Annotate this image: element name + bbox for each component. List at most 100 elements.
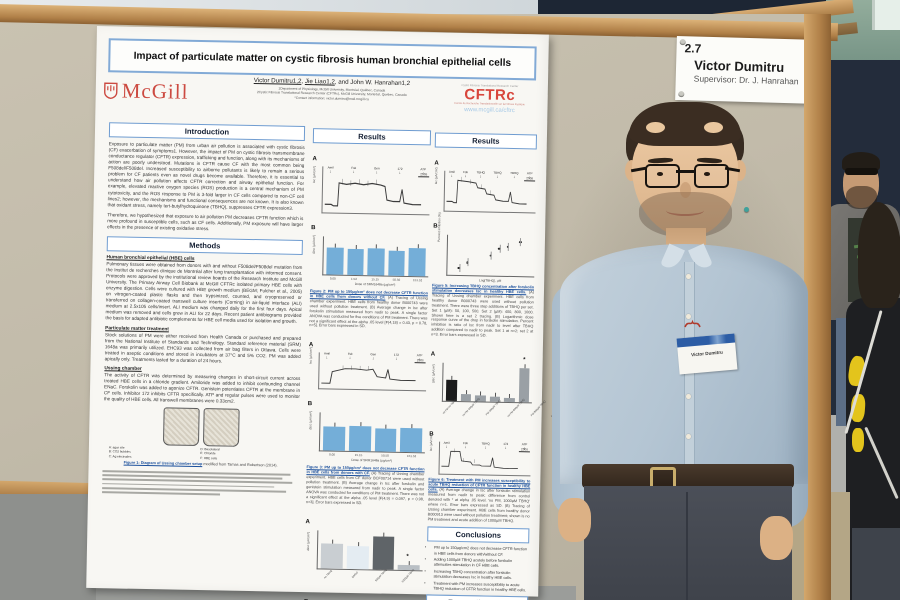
- shirt-button: [686, 314, 691, 319]
- x-axis-ticks: no PM no TBHQ no PM 400µM TBHQ PM 400µM TB…: [442, 398, 568, 421]
- author-3: , and John W. Hanrahan1,2: [334, 78, 411, 88]
- presenter-left-hand: [558, 498, 591, 542]
- figure1-caption-title: Figure 1: Diagram of Ussing chamber setu…: [123, 460, 203, 467]
- section-header-results-mid: Results: [312, 128, 432, 146]
- bar: [348, 425, 371, 452]
- wall-bottom-left: [0, 494, 100, 600]
- y-axis-label: Isc (µA/cm²): [312, 166, 317, 183]
- figure5a-tracing: Isc (µA/cm²) Amil ↓ Fsk ↓ TBHQ ↓ TBHQ ↓ TBHQ ↓ ATP…: [434, 167, 537, 214]
- list-item: 15.15: [354, 453, 363, 458]
- jeans-seam: [686, 492, 688, 600]
- panel-label-b: B: [307, 401, 313, 408]
- presenter-nose: [680, 182, 691, 198]
- presenter-eye-right: [704, 172, 710, 176]
- author-2: Jie Liao1,2: [304, 78, 335, 86]
- bar: [400, 427, 423, 453]
- figure5b-dose-response: Percent inhibition (%): [437, 212, 536, 278]
- list-item: 15.15: [371, 277, 379, 282]
- reference-line: [102, 491, 220, 496]
- y-axis-label: ΔIsc (µA/cm²): [431, 364, 436, 384]
- list-item: no PM no TBHQ: [442, 399, 458, 415]
- shirt-bird-logo-icon: [684, 319, 701, 328]
- shirt-button: [686, 434, 691, 439]
- tracing-plot: [321, 365, 416, 385]
- poster-title: Impact of particulate matter on cystic f…: [108, 38, 537, 81]
- supervisor-name: Supervisor: Dr. J. Hanrahan: [693, 73, 799, 87]
- presenter-belt: [582, 464, 794, 488]
- affiliations: 1Department of Physiology, McGill Univer…: [228, 86, 436, 103]
- poster-column-right: Results A Isc (µA/cm²) Amil ↓ Fsk ↓ TBHQ ↓ TBH…: [424, 132, 568, 600]
- y-axis-label: Isc (µA/cm²): [434, 167, 439, 185]
- bar: [460, 393, 472, 402]
- author-1: Victor Dumitru1,2: [253, 77, 302, 85]
- bar: [367, 247, 385, 276]
- scientific-poster: Impact of particulate matter on cystic f…: [86, 26, 568, 600]
- glasses-left-lens: [645, 164, 680, 188]
- figure6a-bar-chart: ΔIsc (µA/cm²) * no PM no TBHQ no PM 400µM…: [431, 357, 568, 421]
- x-axis-label: Dose of SRM1648a (µg/cm²): [351, 458, 393, 464]
- bar-series: [318, 412, 426, 454]
- figure2-caption-body: (A) Tracing of Ussing chamber experiment…: [309, 295, 428, 329]
- figure5-caption: Figure 5: Increasing TBHQ concentration …: [431, 283, 534, 339]
- foreground-right-person-hair: [858, 202, 900, 308]
- section-header-methods: Methods: [106, 236, 303, 255]
- board-frame-right: [804, 14, 831, 600]
- bar-series: [322, 236, 429, 278]
- presenter-hairline: [629, 102, 741, 146]
- bright-window-pane: [872, 0, 900, 30]
- list-item: 0.00: [329, 452, 336, 458]
- x-axis-label: Log[TBHQ], µM: [479, 278, 502, 283]
- x-axis-label: Dose of SRM1648a (µg/cm²): [354, 281, 396, 287]
- list-item: PM up to 150µg/cm2 does not decrease CFT…: [434, 546, 529, 558]
- bar: *: [518, 357, 530, 403]
- y-axis-label: ΔIsc (µA/cm²): [308, 410, 313, 430]
- figure5-caption-body: (A) Tracing of Ussing chamber experiment…: [431, 290, 535, 338]
- poster-number: 2.7: [684, 41, 702, 56]
- bar: [445, 379, 457, 402]
- section-header-introduction: Introduction: [108, 122, 306, 142]
- receding-hairline-notch: [704, 122, 723, 133]
- time-scalebar: 250s: [414, 358, 426, 364]
- introduction-paragraph: Exposure to particulate matter (PM) from…: [107, 141, 305, 211]
- bar-series: *: [441, 357, 533, 404]
- bar: [322, 426, 346, 452]
- bar: [346, 249, 364, 276]
- figure3b-bar-chart: ΔIsc (µA/cm²) 0.00 15.15 50.50 151.52 Dose …: [308, 411, 426, 464]
- references-text-lines: [102, 470, 298, 496]
- data-point: [457, 266, 461, 270]
- time-scalebar: 250s: [418, 172, 430, 178]
- figure2-caption: Figure 2: PM up to 150µg/cm² does not de…: [309, 289, 428, 331]
- badge-name-text: Victor Dumitru: [690, 349, 724, 358]
- section-header-future-direction: Future direction: [425, 594, 529, 600]
- y-axis-label: Isc (µA/cm²): [308, 347, 313, 365]
- bar: [388, 250, 406, 276]
- data-point: [506, 245, 510, 248]
- authors-block: Victor Dumitru1,2, Jie Liao1,2, and John…: [228, 77, 436, 103]
- session-name-card: 2.7 Victor Dumitru Supervisor: Dr. J. Ha…: [675, 36, 821, 104]
- pushpin-teal: [744, 207, 749, 212]
- panel-label-a: A: [312, 156, 317, 163]
- figure4a-bar-chart: ΔIsc (µA/cm²) * no TBHQ DMSO 500µM TBHQ 100…: [306, 530, 424, 588]
- panel-label-a: A: [434, 160, 439, 167]
- y-axis-label: Percent inhibition (%): [436, 212, 442, 242]
- ussing-chamber-right: [202, 408, 240, 447]
- figure2b-bar-chart: ΔIsc (µA/cm²) 0.00 1.52 15.15 50.50 151.52 D…: [312, 234, 429, 287]
- methods-paragraph-ussing: The activity of CFTR was determined by m…: [103, 372, 301, 404]
- figure5-caption-title: Figure 5: Increasing TBHQ concentration …: [431, 283, 535, 295]
- diagram-legend: A: agar site B: CO2 bubbles C: Ag electrod…: [109, 445, 289, 461]
- bar: [372, 536, 395, 570]
- hypothesis-paragraph: Therefore, we hypothesized that exposure…: [107, 211, 304, 232]
- bar: [326, 247, 344, 275]
- section-header-conclusions: Conclusions: [427, 526, 530, 544]
- figure3a-tracing: Isc (µA/cm²) Amil ↓ Fsk ↓ Gen ↓ 172 ↓ ATP ↓ 250s: [309, 347, 427, 392]
- presenter-name-badge: Victor Dumitru: [676, 333, 738, 375]
- background-person-hair: [842, 152, 880, 172]
- list-item: 151.52: [412, 278, 423, 283]
- tracing-plot: [441, 448, 518, 470]
- shirt-button: [686, 274, 691, 279]
- x-axis-ticks: no TBHQ DMSO 500µM TBHQ 1000µM TBHQ: [316, 568, 422, 588]
- bar: [408, 248, 426, 277]
- bar: [374, 428, 397, 453]
- glasses-right-lens: [694, 164, 729, 188]
- mcgill-wordmark: McGill: [121, 78, 189, 104]
